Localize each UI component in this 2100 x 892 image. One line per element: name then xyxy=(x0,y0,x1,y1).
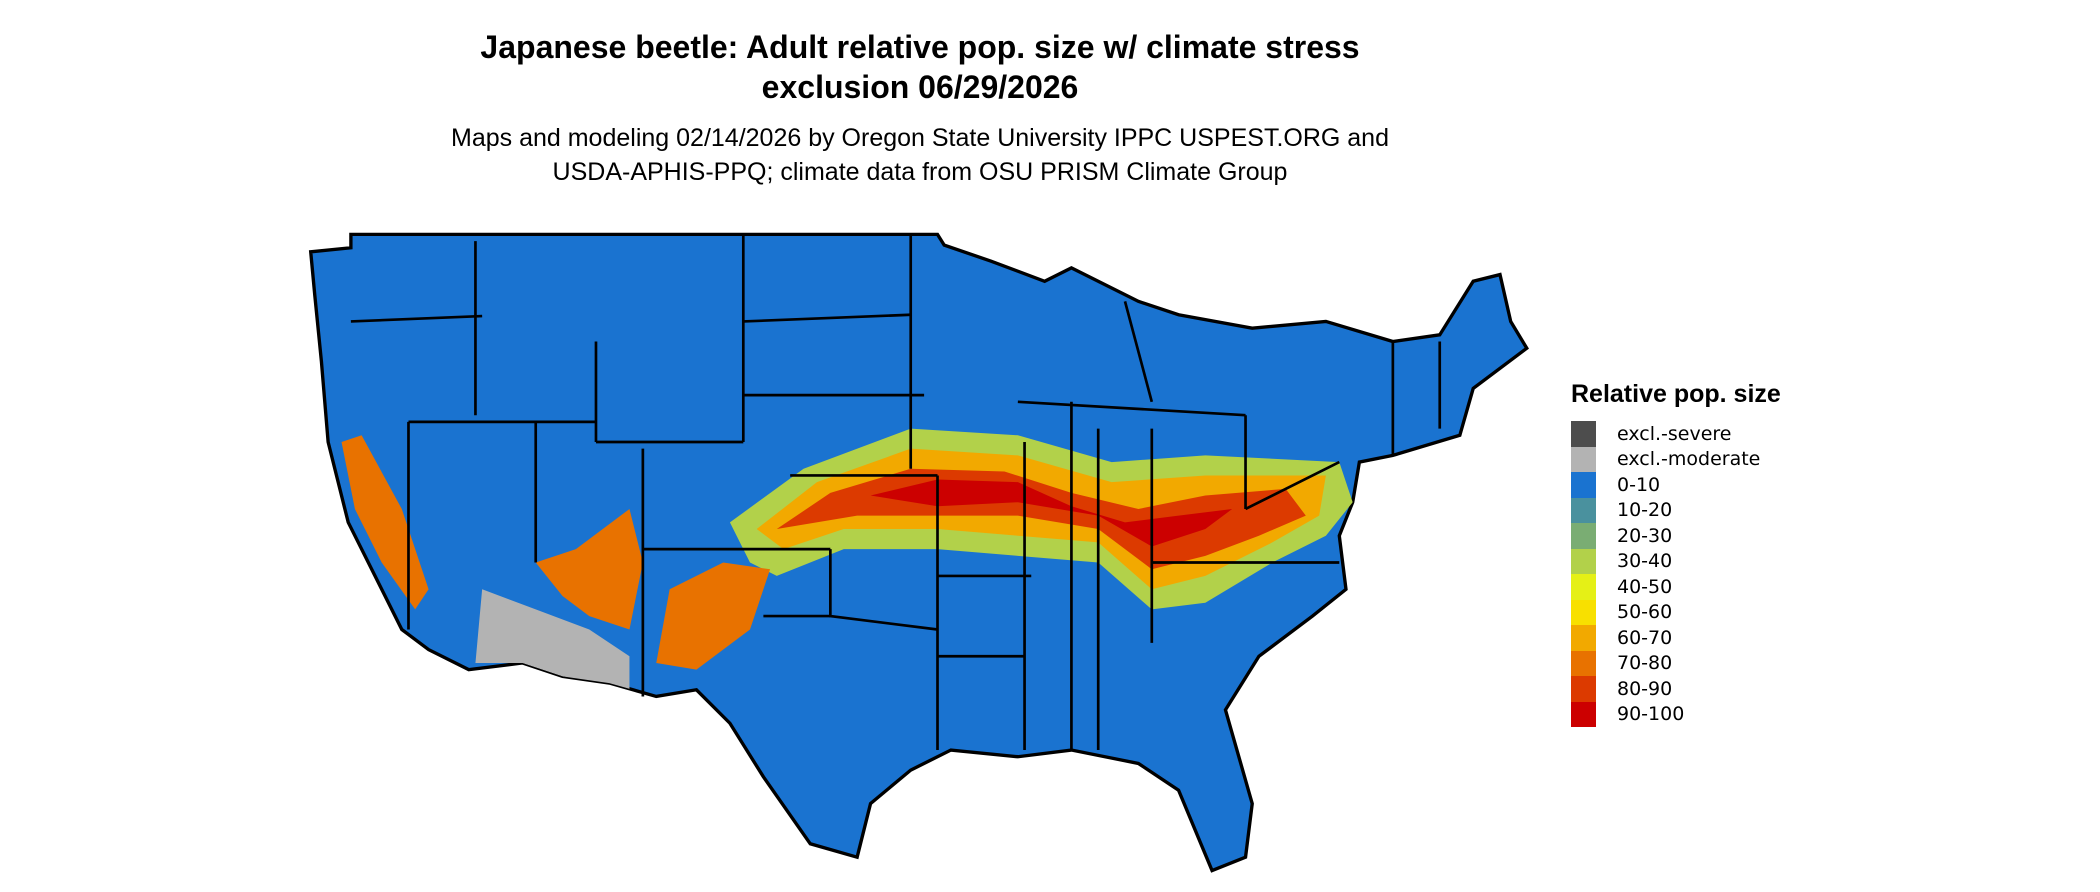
state-border xyxy=(1017,400,1246,417)
nm-hotspot xyxy=(656,562,771,670)
state-border xyxy=(350,314,483,323)
legend-item: 50-60 xyxy=(1571,599,1781,625)
us-land xyxy=(308,232,1529,873)
state-border xyxy=(743,313,911,323)
legend-label: 20-30 xyxy=(1617,524,1673,547)
map-title-line1: Japanese beetle: Adult relative pop. siz… xyxy=(480,29,1360,65)
legend-label: excl.-moderate xyxy=(1617,448,1761,471)
band-90-100 xyxy=(870,479,1233,547)
legend-label: 70-80 xyxy=(1617,652,1673,675)
legend-item: excl.-moderate xyxy=(1571,446,1781,472)
legend-label: 50-60 xyxy=(1617,601,1673,624)
legend-item: 80-90 xyxy=(1571,676,1781,702)
legend-item: 10-20 xyxy=(1571,497,1781,523)
state-border xyxy=(1244,460,1340,511)
legend-swatch xyxy=(1571,650,1596,676)
map-subtitle-line1: Maps and modeling 02/14/2026 by Oregon S… xyxy=(451,124,1389,152)
legend-item: 70-80 xyxy=(1571,650,1781,676)
legend-item: 0-10 xyxy=(1571,472,1781,498)
sw-hotspot xyxy=(535,508,643,630)
legend: Relative pop. size excl.-severe excl.-mod… xyxy=(1571,380,1781,727)
legend-label: 80-90 xyxy=(1617,677,1673,700)
legend-swatch xyxy=(1571,421,1596,447)
legend-item: 90-100 xyxy=(1571,701,1781,727)
legend-swatch xyxy=(1571,446,1596,472)
legend-swatch xyxy=(1571,574,1596,600)
map-subtitle-line2: USDA-APHIS-PPQ; climate data from OSU PR… xyxy=(552,158,1288,186)
state-borders xyxy=(350,234,1442,751)
legend-swatch xyxy=(1571,625,1596,651)
legend-label: 10-20 xyxy=(1617,499,1673,522)
legend-swatch xyxy=(1571,523,1596,549)
legend-swatch xyxy=(1571,701,1596,727)
state-border xyxy=(1123,301,1154,403)
legend-item: excl.-severe xyxy=(1571,421,1781,447)
ca-hotspot xyxy=(341,435,429,610)
legend-label: 40-50 xyxy=(1617,575,1673,598)
legend-item: 60-70 xyxy=(1571,625,1781,651)
legend-label: 60-70 xyxy=(1617,626,1673,649)
legend-label: 0-10 xyxy=(1617,473,1661,496)
legend-swatch xyxy=(1571,472,1596,498)
legend-item: 30-40 xyxy=(1571,548,1781,574)
legend-label: excl.-severe xyxy=(1617,422,1732,445)
legend-item: 40-50 xyxy=(1571,574,1781,600)
excl-moderate-area xyxy=(475,589,630,690)
legend-swatch xyxy=(1571,599,1596,625)
legend-swatch xyxy=(1571,676,1596,702)
map-title-line2: exclusion 06/29/2026 xyxy=(761,69,1079,105)
legend-label: 90-100 xyxy=(1617,703,1685,726)
legend-title: Relative pop. size xyxy=(1571,380,1781,408)
legend-swatch xyxy=(1571,548,1596,574)
legend-label: 30-40 xyxy=(1617,550,1673,573)
legend-item: 20-30 xyxy=(1571,523,1781,549)
legend-swatch xyxy=(1571,497,1596,523)
